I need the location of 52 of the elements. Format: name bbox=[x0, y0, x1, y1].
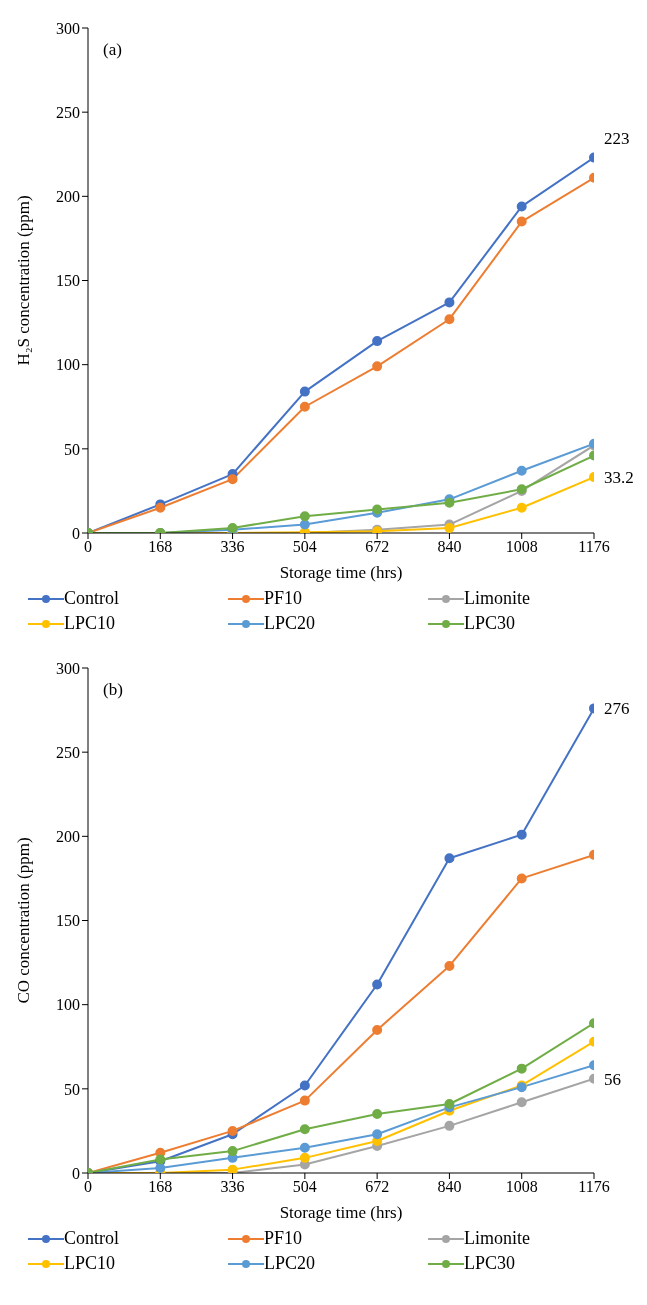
x-tick-label: 168 bbox=[148, 538, 173, 556]
x-tick-label: 840 bbox=[437, 1178, 462, 1196]
x-tick-label: 168 bbox=[148, 1178, 173, 1196]
x-axis-title: Storage time (hrs) bbox=[279, 1203, 403, 1222]
data-label: 276 bbox=[604, 699, 630, 719]
annotation: (b) bbox=[103, 680, 123, 700]
y-tick-label: 0 bbox=[72, 1164, 80, 1182]
y-tick-label: 300 bbox=[56, 19, 80, 37]
x-tick-label: 0 bbox=[84, 538, 92, 556]
legend-label: LPC10 bbox=[64, 1253, 116, 1274]
y-tick-label: 150 bbox=[56, 272, 80, 290]
x-tick-label: 1176 bbox=[578, 538, 610, 556]
x-tick-label: 504 bbox=[292, 538, 317, 556]
y-tick-label: 0 bbox=[72, 524, 80, 542]
y-tick-label: 50 bbox=[64, 440, 80, 458]
y-tick-label: 250 bbox=[56, 103, 80, 121]
legend-label: Control bbox=[64, 1228, 120, 1249]
x-tick-label: 840 bbox=[437, 538, 462, 556]
legend-label: PF10 bbox=[264, 1228, 303, 1249]
y-axis-title: H₂S concentration (ppm) bbox=[14, 195, 34, 366]
x-tick-label: 672 bbox=[365, 538, 390, 556]
x-tick-label: 336 bbox=[220, 538, 245, 556]
data-label: 33.2 bbox=[604, 468, 634, 488]
x-tick-label: 672 bbox=[365, 1178, 390, 1196]
y-tick-label: 200 bbox=[56, 188, 80, 206]
y-tick-label: 200 bbox=[56, 828, 80, 846]
x-tick-label: 1008 bbox=[505, 1178, 538, 1196]
legend-label: LPC30 bbox=[464, 613, 516, 634]
annotation: (a) bbox=[103, 40, 122, 60]
x-tick-label: 1176 bbox=[578, 1178, 610, 1196]
x-tick-label: 336 bbox=[220, 1178, 245, 1196]
y-tick-label: 250 bbox=[56, 743, 80, 761]
y-tick-label: 150 bbox=[56, 912, 80, 930]
legend-label: LPC30 bbox=[464, 1253, 516, 1274]
data-label: 223 bbox=[604, 128, 630, 148]
y-tick-label: 50 bbox=[64, 1080, 80, 1098]
x-tick-label: 504 bbox=[292, 1178, 317, 1196]
legend-label: Limonite bbox=[464, 1228, 530, 1249]
y-tick-label: 100 bbox=[56, 996, 80, 1014]
y-axis-title: CO concentration (ppm) bbox=[14, 837, 34, 1004]
legend-label: LPC20 bbox=[264, 1253, 316, 1274]
data-label: 56 bbox=[604, 1069, 621, 1089]
y-tick-label: 300 bbox=[56, 659, 80, 677]
x-axis-title: Storage time (hrs) bbox=[279, 563, 403, 582]
legend-label: LPC20 bbox=[264, 613, 316, 634]
legend-label: PF10 bbox=[264, 588, 303, 609]
x-tick-label: 1008 bbox=[505, 538, 538, 556]
legend-label: Control bbox=[64, 588, 120, 609]
legend-label: Limonite bbox=[464, 588, 530, 609]
y-tick-label: 100 bbox=[56, 356, 80, 374]
x-tick-label: 0 bbox=[84, 1178, 92, 1196]
legend-label: LPC10 bbox=[64, 613, 116, 634]
